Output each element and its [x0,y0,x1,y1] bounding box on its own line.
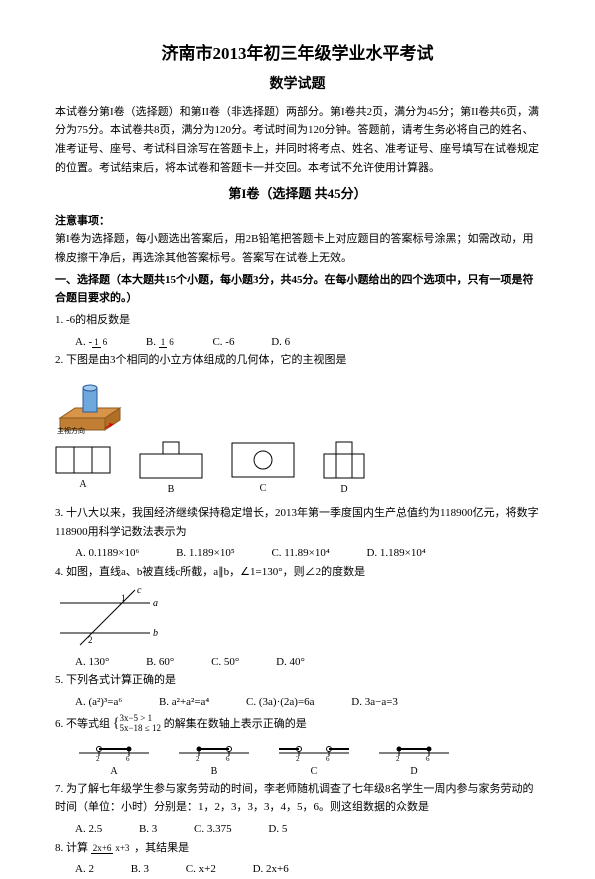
q1-options: A. -16 B. 16 C. -6 D. 6 [55,333,540,352]
q8-optC: C. x+2 [186,860,216,879]
q3-options: A. 0.1189×10⁶ B. 1.189×10⁵ C. 11.89×10⁴ … [55,544,540,563]
svg-text:6: 6 [126,755,130,761]
q3-optB: B. 1.189×10⁵ [176,544,235,563]
page-subtitle: 数学试题 [55,73,540,97]
page-title: 济南市2013年初三年级学业水平考试 [55,40,540,69]
q1-optD: D. 6 [271,333,290,352]
q8-optA: A. 2 [75,860,94,879]
part1-title: 第I卷（选择题 共45分） [55,183,540,205]
notice-head: 注意事项： [55,212,540,231]
q2: 2. 下图是由3个相同的小立方体组成的几何体，它的主视图是 [55,351,540,370]
solid-icon: 主视方向 [55,373,127,435]
q7-optC: C. 3.375 [194,820,232,839]
q4-optA: A. 130° [75,653,109,672]
exam-info: 本试卷分第I卷（选择题）和第II卷（非选择题）两部分。第I卷共2页，满分为45分… [55,103,540,178]
q5-options: A. (a²)³=a⁶ B. a²+a²=a⁴ C. (3a)·(2a)=6a … [55,693,540,712]
q2-optC: C [231,442,295,497]
q1-optB: B. 16 [146,333,176,352]
svg-text:6: 6 [426,755,430,761]
q5: 5. 下列各式计算正确的是 [55,671,540,690]
q4: 4. 如图，直线a、b被直线c所截，a∥b，∠1=130°，则∠2的度数是 [55,563,540,582]
q4-optB: B. 60° [146,653,174,672]
svg-text:a: a [153,598,158,609]
q2-optD: D [323,441,365,498]
svg-text:b: b [153,628,158,639]
q6-optD: 26D [375,739,453,780]
notice-body: 第I卷为选择题，每小题选出答案后，用2B铅笔把答题卡上对应题目的答案标号涂黑；如… [55,230,540,267]
q7-options: A. 2.5 B. 3 C. 3.375 D. 5 [55,820,540,839]
q1: 1. -6的相反数是 [55,311,540,330]
q6-optB: 26B [175,739,253,780]
q6-options: 26A 26B 26C 26D [55,739,540,780]
q5-optD: D. 3a−a=3 [351,693,398,712]
svg-text:6: 6 [226,755,230,761]
q7-optB: B. 3 [139,820,157,839]
q1-optC: C. -6 [212,333,234,352]
q7-optA: A. 2.5 [75,820,102,839]
q3-optD: D. 1.189×10⁴ [366,544,425,563]
q2-optB: B [139,441,203,498]
svg-text:1: 1 [121,593,126,603]
svg-text:6: 6 [326,755,330,761]
q1-stem: 1. -6的相反数是 [55,314,130,326]
q7-optD: D. 5 [268,820,287,839]
q4-figure: a b c 1 2 [55,585,540,653]
q3-optC: C. 11.89×10⁴ [271,544,329,563]
q3-optA: A. 0.1189×10⁶ [75,544,139,563]
q6: 6. 不等式组 {3x−5 > 15x−18 ≤ 12 的解集在数轴上表示正确的… [55,712,540,736]
q4-optC: C. 50° [211,653,239,672]
q3: 3. 十八大以来，我国经济继续保持稳定增长，2013年第一季度国内生产总值约为1… [55,504,540,541]
q2-figure: 主视方向 [55,373,540,435]
q4-options: A. 130° B. 60° C. 50° D. 40° [55,653,540,672]
svg-text:2: 2 [396,755,400,761]
q5-optC: C. (3a)·(2a)=6a [246,693,315,712]
svg-text:2: 2 [296,755,300,761]
q5-optB: B. a²+a²=a⁴ [159,693,209,712]
q4-optD: D. 40° [276,653,305,672]
q8-optD: D. 2x+6 [253,860,289,879]
q2-optA: A [55,446,111,493]
q7: 7. 为了解七年级学生参与家务劳动的时间，李老师随机调查了七年级8名学生一周内参… [55,780,540,817]
svg-text:2: 2 [196,755,200,761]
q5-optA: A. (a²)³=a⁶ [75,693,122,712]
section1-head: 一、选择题（本大题共15个小题，每小题3分，共45分。在每小题给出的四个选项中，… [55,271,540,308]
q1-optA: A. -16 [75,333,109,352]
q2-options: A B C D [55,441,540,498]
svg-text:2: 2 [96,755,100,761]
svg-text:2: 2 [88,635,93,645]
q8-options: A. 2 B. 3 C. x+2 D. 2x+6 [55,860,540,879]
q6-optA: 26A [75,739,153,780]
svg-text:c: c [137,585,142,596]
svg-text:主视方向: 主视方向 [57,426,85,435]
q8-optB: B. 3 [131,860,149,879]
q6-optC: 26C [275,739,353,780]
